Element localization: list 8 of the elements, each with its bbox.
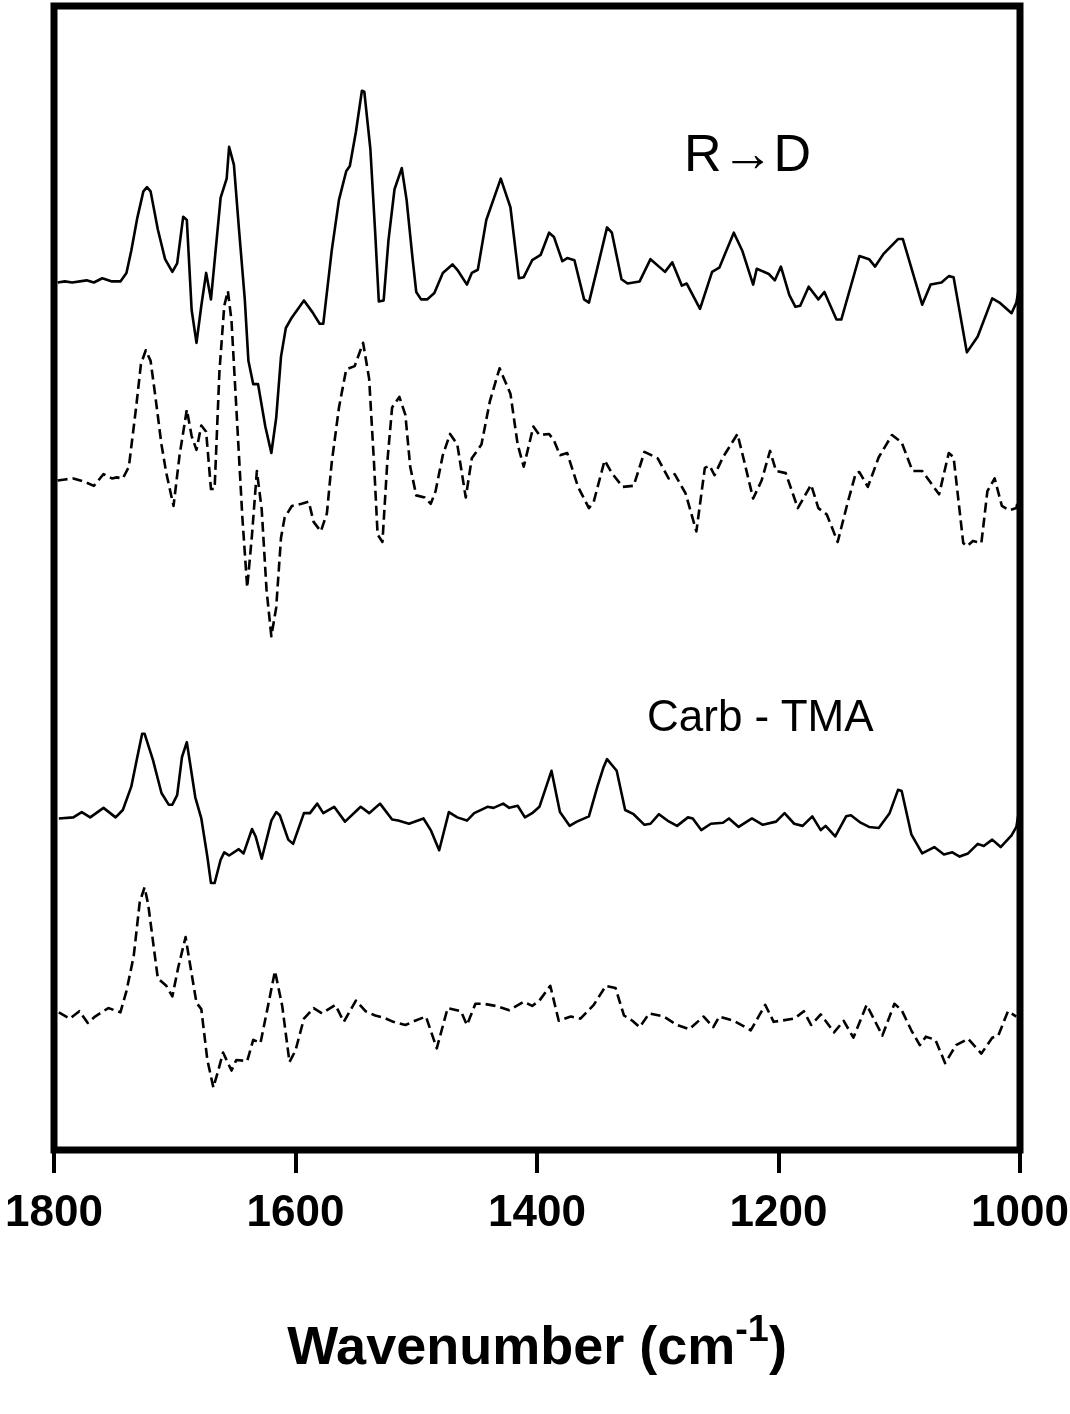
x-tick-label: 1600 [246,1185,345,1235]
annotation: R→D [684,124,812,182]
x-tick-label: 1200 [729,1185,828,1235]
x-tick-label: 1400 [488,1185,586,1235]
x-axis-title: Wavenumber (cm$^{-1}$) [287,1307,787,1376]
annotation: Carb - TMA [647,691,875,740]
x-tick-label: 1000 [971,1185,1069,1235]
x-tick-label: 1800 [5,1185,103,1235]
